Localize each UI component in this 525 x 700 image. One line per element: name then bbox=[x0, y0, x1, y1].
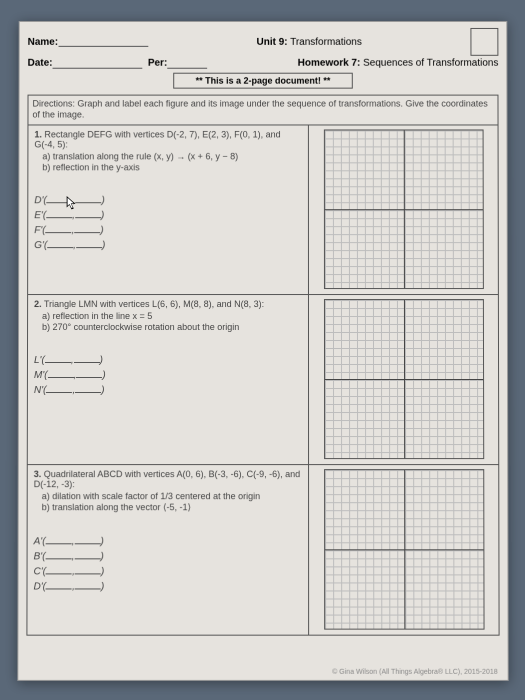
p1-l3: G' bbox=[34, 240, 44, 251]
hw-label: Homework 7: bbox=[297, 58, 360, 69]
p3-coords: A'(,) B'(,) C'(,) D'(,) bbox=[33, 535, 302, 592]
name-label: Name: bbox=[27, 36, 58, 47]
p3-title: Quadrilateral ABCD with vertices A(0, 6)… bbox=[33, 469, 299, 489]
copyright-footer: © Gina Wilson (All Things Algebra® LLC),… bbox=[332, 669, 498, 676]
hw-value: Sequences of Transformations bbox=[363, 58, 498, 69]
directions-text: Directions: Graph and label each figure … bbox=[32, 99, 487, 120]
p2-coords: L'(,) M'(,) N'(,) bbox=[33, 353, 301, 395]
p1-l2: F' bbox=[34, 225, 42, 236]
blank[interactable] bbox=[76, 369, 102, 378]
unit-label: Unit 9: bbox=[256, 36, 287, 47]
p2-l1: M' bbox=[33, 370, 43, 381]
p1-a: a) translation along the rule (x, y) → (… bbox=[42, 151, 302, 161]
p2-l2: N' bbox=[33, 385, 42, 396]
p1-title: Rectangle DEFG with vertices D(-2, 7), E… bbox=[34, 129, 280, 149]
p2-b: b) 270° counterclockwise rotation about … bbox=[42, 322, 302, 332]
p3-grid bbox=[323, 469, 483, 630]
p3-l3: D' bbox=[33, 581, 42, 592]
problem-1: 1. Rectangle DEFG with vertices D(-2, 7)… bbox=[27, 125, 499, 295]
blank[interactable] bbox=[74, 550, 100, 559]
blank[interactable] bbox=[75, 194, 101, 203]
p1-grid bbox=[323, 129, 483, 289]
p3-a: a) dilation with scale factor of 1/3 cen… bbox=[41, 491, 301, 501]
p1-num: 1. bbox=[34, 129, 42, 139]
worksheet-page: Name: Unit 9: Transformations Date: Per:… bbox=[17, 21, 508, 681]
problem-2: 2. Triangle LMN with vertices L(6, 6), M… bbox=[26, 295, 498, 465]
blank[interactable] bbox=[74, 224, 100, 233]
unit-value: Transformations bbox=[290, 36, 362, 47]
blank[interactable] bbox=[73, 353, 99, 362]
p2-num: 2. bbox=[34, 299, 42, 309]
directions-box: Directions: Graph and label each figure … bbox=[27, 95, 498, 125]
blank[interactable] bbox=[45, 535, 71, 544]
p2-grid bbox=[323, 299, 483, 459]
blank[interactable] bbox=[74, 535, 100, 544]
p1-b: b) reflection in the y-axis bbox=[42, 162, 302, 172]
score-box[interactable] bbox=[470, 28, 498, 56]
blank[interactable] bbox=[75, 384, 101, 393]
blank[interactable] bbox=[46, 565, 72, 574]
per-label: Per: bbox=[147, 58, 166, 69]
blank[interactable] bbox=[74, 209, 100, 218]
blank[interactable] bbox=[45, 224, 71, 233]
name-blank[interactable] bbox=[58, 37, 148, 47]
p3-l1: B' bbox=[33, 551, 42, 562]
p1-coords: D'(,) E'(,) F'(,) G'(,) bbox=[34, 194, 302, 251]
blank[interactable] bbox=[47, 239, 73, 248]
p3-num: 3. bbox=[33, 469, 41, 479]
p3-l2: C' bbox=[33, 566, 42, 577]
date-label: Date: bbox=[27, 58, 52, 69]
per-blank[interactable] bbox=[167, 58, 207, 68]
p2-title: Triangle LMN with vertices L(6, 6), M(8,… bbox=[43, 299, 263, 309]
header-row-1: Name: Unit 9: Transformations bbox=[27, 28, 498, 56]
p3-b: b) translation along the vector ⟨-5, -1⟩ bbox=[41, 502, 301, 513]
p1-l0: D' bbox=[34, 195, 43, 206]
blank[interactable] bbox=[46, 384, 72, 393]
blank[interactable] bbox=[74, 565, 100, 574]
blank[interactable] bbox=[47, 369, 73, 378]
blank[interactable] bbox=[46, 209, 72, 218]
p2-l0: L' bbox=[33, 354, 41, 365]
blank[interactable] bbox=[44, 353, 70, 362]
date-blank[interactable] bbox=[52, 58, 142, 68]
two-page-banner: ** This is a 2-page document! ** bbox=[173, 73, 353, 89]
p1-l1: E' bbox=[34, 210, 43, 221]
blank[interactable] bbox=[75, 239, 101, 248]
p2-a: a) reflection in the line x = 5 bbox=[42, 311, 302, 321]
blank[interactable] bbox=[46, 194, 72, 203]
header-row-2: Date: Per: Homework 7: Sequences of Tran… bbox=[27, 58, 498, 69]
blank[interactable] bbox=[45, 550, 71, 559]
problem-3: 3. Quadrilateral ABCD with vertices A(0,… bbox=[26, 465, 499, 636]
p3-l0: A' bbox=[33, 536, 42, 547]
blank[interactable] bbox=[74, 580, 100, 589]
blank[interactable] bbox=[46, 580, 72, 589]
